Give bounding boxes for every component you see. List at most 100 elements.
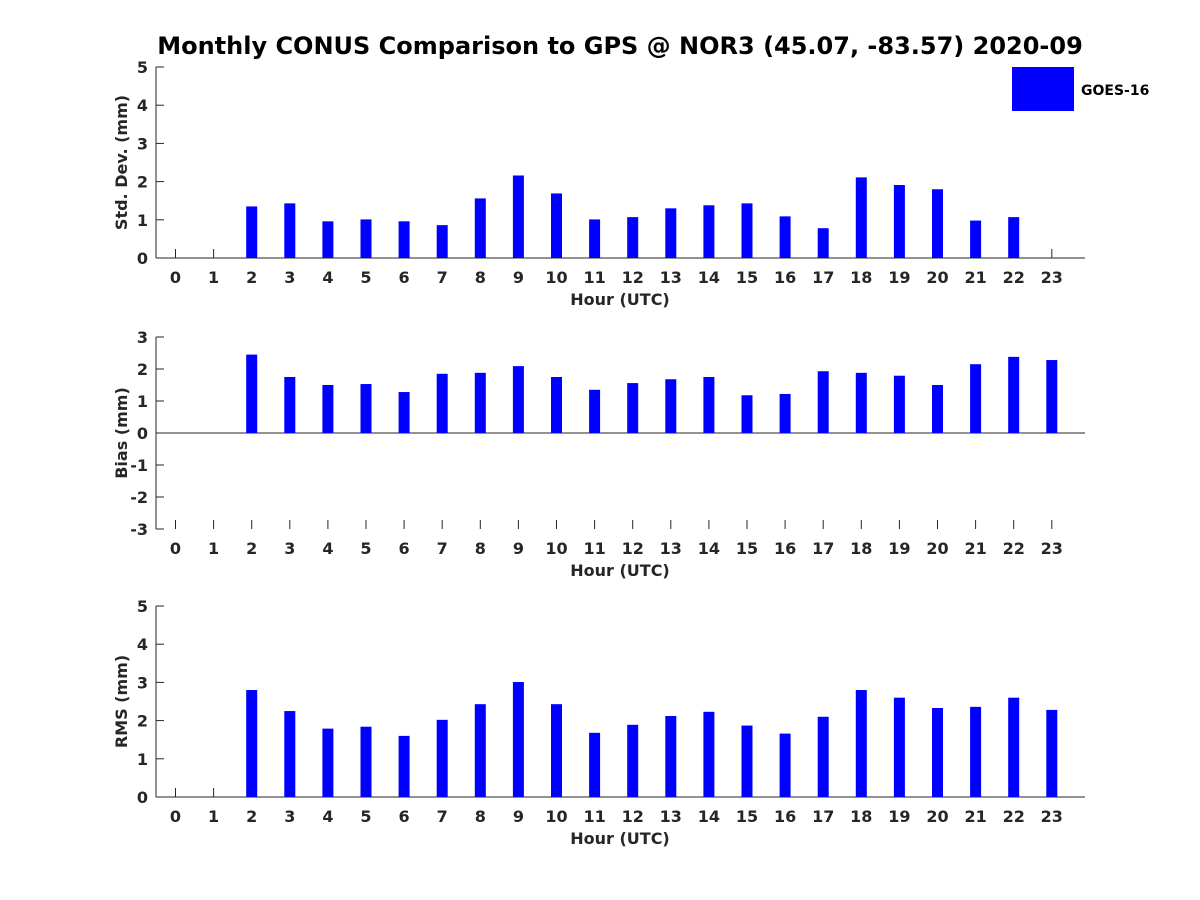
bar-hour-16	[779, 216, 791, 258]
y-tick-label: 1	[137, 750, 148, 769]
bar-hour-11	[589, 732, 601, 797]
x-tick-label: 10	[545, 807, 567, 826]
x-tick-label: 17	[812, 539, 834, 558]
x-tick-label: 7	[437, 539, 448, 558]
x-tick-label: 3	[284, 539, 295, 558]
x-tick-label: 15	[736, 268, 758, 287]
y-tick-label: 3	[137, 673, 148, 692]
x-tick-label: 22	[1003, 807, 1025, 826]
bar-hour-6	[398, 221, 410, 258]
bar-hour-5	[360, 219, 372, 258]
x-tick-label: 18	[850, 807, 872, 826]
x-tick-label: 9	[513, 539, 524, 558]
y-tick-label: 3	[137, 134, 148, 153]
bar-hour-13	[665, 379, 677, 433]
x-tick-label: 22	[1003, 268, 1025, 287]
bar-hour-16	[779, 393, 791, 433]
x-tick-label: 15	[736, 539, 758, 558]
x-tick-label: 8	[475, 268, 486, 287]
bar-hour-3	[284, 203, 296, 258]
x-tick-label: 11	[583, 268, 605, 287]
x-tick-label: 21	[964, 268, 986, 287]
x-tick-label: 5	[360, 807, 371, 826]
x-tick-label: 9	[513, 268, 524, 287]
bar-hour-9	[512, 175, 524, 258]
bar-hour-19	[893, 185, 905, 258]
x-tick-label: 2	[246, 268, 257, 287]
y-tick-label: 1	[137, 392, 148, 411]
bar-hour-8	[474, 704, 486, 797]
x-tick-label: 5	[360, 539, 371, 558]
bar-hour-20	[932, 707, 943, 797]
x-tick-label: 14	[698, 807, 720, 826]
x-tick-label: 13	[660, 268, 682, 287]
bar-hour-18	[855, 177, 867, 258]
x-tick-label: 7	[437, 807, 448, 826]
x-tick-label: 0	[170, 807, 181, 826]
y-axis-label: RMS (mm)	[112, 655, 131, 748]
y-tick-label: 5	[137, 58, 148, 77]
x-tick-label: 18	[850, 268, 872, 287]
x-tick-label: 8	[475, 807, 486, 826]
y-tick-label: 4	[137, 635, 148, 654]
x-tick-label: 20	[926, 268, 948, 287]
bar-hour-12	[627, 217, 639, 258]
bar-hour-17	[817, 371, 829, 433]
bar-hour-6	[398, 735, 410, 797]
y-tick-label: 0	[137, 788, 148, 807]
x-tick-label: 14	[698, 539, 720, 558]
x-tick-label: 19	[888, 268, 910, 287]
y-tick-label: 0	[137, 424, 148, 443]
bar-hour-10	[551, 377, 562, 433]
bar-hour-5	[360, 726, 372, 797]
bar-hour-21	[970, 364, 982, 433]
bar-hour-3	[284, 711, 296, 797]
x-tick-label: 8	[475, 539, 486, 558]
bar-hour-14	[703, 205, 715, 258]
legend: GOES-16	[1012, 67, 1149, 111]
bar-hour-20	[932, 189, 943, 258]
x-tick-label: 20	[926, 539, 948, 558]
bar-hour-4	[322, 221, 334, 258]
x-tick-label: 12	[622, 268, 644, 287]
y-tick-label: 2	[137, 712, 148, 731]
x-tick-label: 3	[284, 268, 295, 287]
chart-title: Monthly CONUS Comparison to GPS @ NOR3 (…	[157, 32, 1083, 60]
bar-hour-13	[665, 716, 677, 797]
bar-hour-19	[893, 375, 905, 433]
x-tick-label: 7	[437, 268, 448, 287]
bar-hour-4	[322, 385, 334, 433]
y-tick-label: -1	[130, 456, 148, 475]
bar-hour-20	[932, 385, 943, 433]
bar-hour-22	[1008, 697, 1020, 797]
x-tick-label: 6	[399, 539, 410, 558]
bar-hour-23	[1046, 709, 1058, 797]
bar-hour-2	[246, 354, 258, 433]
bar-hour-22	[1008, 217, 1020, 258]
bar-hour-10	[551, 704, 562, 797]
bar-hour-7	[436, 719, 448, 797]
bar-hour-5	[360, 384, 372, 433]
x-tick-label: 9	[513, 807, 524, 826]
bar-hour-23	[1046, 360, 1058, 433]
x-tick-label: 11	[583, 807, 605, 826]
x-tick-label: 6	[399, 807, 410, 826]
x-tick-label: 17	[812, 807, 834, 826]
bar-hour-2	[246, 690, 258, 797]
x-tick-label: 2	[246, 539, 257, 558]
x-tick-label: 16	[774, 539, 796, 558]
y-tick-label: 4	[137, 96, 148, 115]
x-tick-label: 16	[774, 268, 796, 287]
bar-hour-18	[855, 372, 867, 433]
bar-hour-12	[627, 383, 639, 433]
bar-hour-11	[589, 219, 601, 258]
y-tick-label: 2	[137, 173, 148, 192]
x-tick-label: 11	[583, 539, 605, 558]
x-tick-label: 5	[360, 268, 371, 287]
y-tick-label: 2	[137, 360, 148, 379]
bar-hour-22	[1008, 356, 1020, 433]
x-tick-label: 6	[399, 268, 410, 287]
